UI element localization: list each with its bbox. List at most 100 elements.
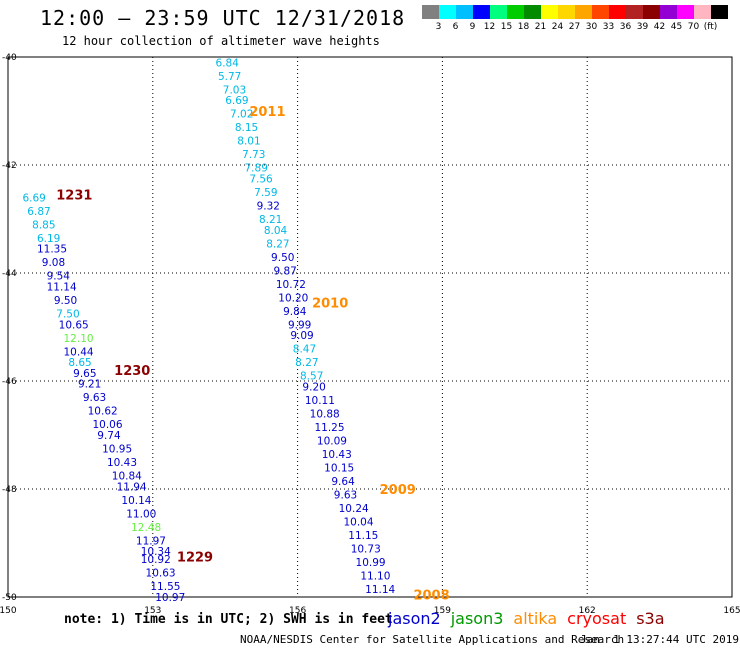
wave-height-value: 7.73 (242, 149, 265, 161)
lon-tick-label: 165 (723, 606, 740, 616)
wave-height-value: 9.20 (302, 381, 325, 393)
wave-height-value: 7.02 (230, 109, 253, 121)
wave-height-value: 10.73 (351, 543, 381, 555)
wave-height-value: 10.72 (276, 279, 306, 291)
wave-height-value: 8.27 (266, 238, 289, 250)
wave-height-value: 7.59 (254, 187, 277, 199)
wave-height-value: 10.63 (146, 568, 176, 580)
wave-height-value: 6.84 (216, 57, 240, 69)
wave-height-value: 10.95 (102, 444, 132, 456)
wave-height-value: 8.15 (235, 122, 258, 134)
wave-height-value: 11.14 (365, 584, 395, 596)
wave-height-value: 8.04 (264, 225, 288, 237)
legend-swatch (507, 5, 524, 19)
satellite-name: altika (513, 609, 558, 628)
legend-label: 33 (602, 22, 615, 32)
legend-label: 6 (452, 22, 459, 32)
wave-height-value: 9.84 (283, 306, 307, 318)
legend-label: 36 (619, 22, 632, 32)
lat-tick-label: -44 (2, 269, 17, 279)
legend-swatch (541, 5, 558, 19)
wave-height-value: 8.27 (295, 357, 318, 369)
legend-swatch (422, 5, 439, 19)
wave-height-value: 11.97 (136, 535, 166, 547)
wave-height-value: 10.92 (141, 554, 171, 566)
legend-label: 39 (636, 22, 649, 32)
legend-swatch (643, 5, 660, 19)
legend-swatch (711, 5, 728, 19)
legend-swatch (677, 5, 694, 19)
pass-time-label: 1230 (114, 364, 150, 379)
footer-note: note: 1) Time is in UTC; 2) SWH is in fe… (64, 612, 393, 627)
legend-label: 21 (534, 22, 547, 32)
wave-height-value: 10.65 (59, 319, 89, 331)
wave-height-value: 10.43 (322, 449, 352, 461)
wave-height-value: 10.06 (92, 419, 122, 431)
wave-height-value: 10.20 (278, 292, 308, 304)
satellite-name: jason2 (388, 609, 441, 628)
color-legend: 3 6 9 12 15 18 21 24 27 30 33 36 39 42 45 70 (ft) (422, 5, 728, 32)
pass-time-label: 1231 (56, 189, 92, 204)
legend-swatch (473, 5, 490, 19)
legend-label: 27 (568, 22, 581, 32)
legend-swatch (575, 5, 592, 19)
legend-labels: 3 6 9 12 15 18 21 24 27 30 33 36 39 42 45 70 (ft) (422, 22, 728, 32)
wave-height-value: 10.44 (64, 346, 94, 358)
wave-height-value: 8.21 (259, 214, 282, 226)
legend-label: 3 (435, 22, 442, 32)
satellite-name: cryosat (567, 609, 627, 628)
wave-height-value: 11.55 (150, 581, 180, 593)
wave-height-value: 9.64 (331, 476, 355, 488)
wave-height-value: 9.65 (73, 368, 96, 380)
satellite-name: jason3 (450, 609, 504, 628)
wave-height-value: 9.32 (257, 201, 280, 213)
wave-height-value: 10.34 (141, 546, 171, 558)
wave-height-value: 9.63 (83, 392, 106, 404)
legend-swatch (694, 5, 711, 19)
legend-label: 24 (551, 22, 564, 32)
wave-height-value: 8.85 (32, 219, 55, 231)
satellite-name: s3a (636, 609, 665, 628)
wave-height-value: 8.01 (237, 136, 260, 148)
wave-height-value: 9.08 (42, 257, 65, 269)
wave-height-value: 11.94 (117, 481, 147, 493)
wave-height-value: 9.99 (288, 319, 311, 331)
legend-swatches (422, 5, 728, 19)
legend-swatch (439, 5, 456, 19)
wave-height-value: 11.00 (126, 508, 156, 520)
legend-swatch (660, 5, 677, 19)
legend-swatch (626, 5, 643, 19)
wave-height-value: 7.03 (223, 84, 246, 96)
wave-height-value: 6.69 (22, 192, 45, 204)
satellite-legend: jason2 jason3 altika cryosat s3a (388, 609, 665, 628)
wave-height-value: 10.84 (112, 471, 142, 483)
wave-height-value: 9.09 (290, 330, 313, 342)
wave-height-value: 9.87 (273, 265, 296, 277)
wave-height-value: 10.14 (121, 495, 151, 507)
generated-timestamp: Jan 1 13:27:44 UTC 2019 (580, 633, 739, 646)
wave-height-value: 9.50 (54, 295, 77, 307)
wave-height-value: 6.87 (27, 206, 50, 218)
legend-label: 42 (653, 22, 666, 32)
legend-swatch (456, 5, 473, 19)
wave-height-value: 8.47 (293, 344, 316, 356)
wave-height-value: 11.35 (37, 244, 67, 256)
legend-label: 30 (585, 22, 598, 32)
map-title: 12:00 – 23:59 UTC 12/31/2018 (40, 6, 406, 30)
legend-label: 15 (500, 22, 513, 32)
wave-height-value: 7.56 (249, 174, 273, 186)
pass-time-label: 2009 (380, 483, 416, 498)
pass-time-label: 2008 (413, 588, 449, 603)
map-subtitle: 12 hour collection of altimeter wave hei… (62, 34, 380, 48)
wave-height-value: 12.10 (64, 333, 94, 345)
lat-tick-label: -40 (2, 53, 17, 63)
lon-tick-label: 153 (144, 606, 161, 616)
legend-swatch (592, 5, 609, 19)
wave-height-value: 10.15 (324, 462, 354, 474)
wave-height-value: 5.77 (218, 71, 241, 83)
legend-label: (ft) (703, 22, 718, 32)
wave-height-value: 11.25 (314, 422, 344, 434)
wave-height-value: 9.63 (334, 489, 357, 501)
wave-height-value: 10.43 (107, 457, 137, 469)
